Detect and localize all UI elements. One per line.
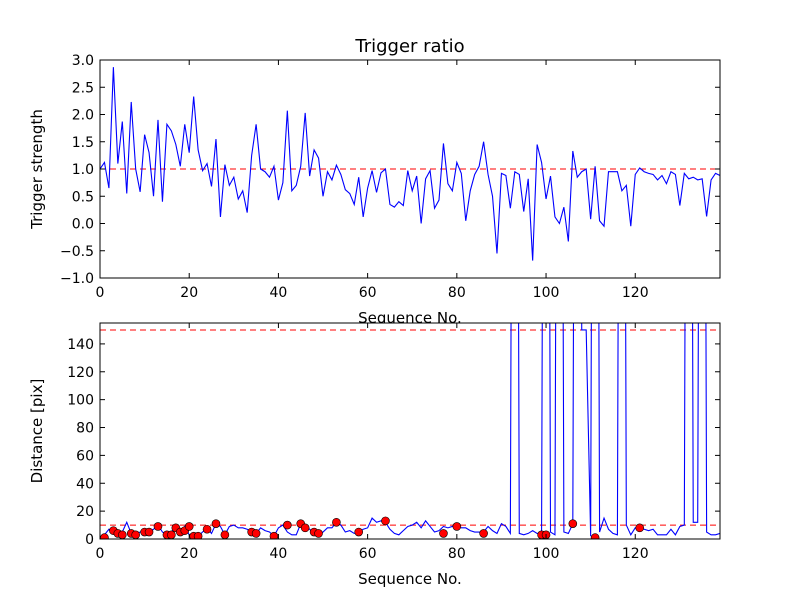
data-point-marker [479, 529, 488, 538]
x-tick-label: 120 [622, 546, 649, 562]
x-tick-label: 20 [180, 546, 198, 562]
data-point-marker [193, 531, 203, 539]
x-tick-label: 80 [448, 285, 466, 301]
y-tick-label: 80 [76, 421, 94, 437]
data-point-marker [153, 522, 163, 531]
y-tick-label: 3.0 [72, 53, 94, 69]
data-point-marker [118, 530, 127, 539]
data-point-marker [251, 529, 261, 538]
x-axis-title: Sequence No. [358, 570, 462, 588]
x-tick-label: 80 [448, 546, 466, 562]
data-point-marker [452, 522, 462, 531]
data-point-marker [211, 519, 221, 528]
y-tick-label: 2.0 [72, 108, 94, 124]
chart-title: Trigger ratio [354, 36, 464, 57]
x-tick-label: 0 [96, 285, 105, 301]
y-tick-label: 0.5 [72, 189, 94, 205]
data-point-marker [100, 533, 109, 539]
y-tick-label: 40 [76, 476, 94, 492]
x-tick-label: 40 [270, 546, 288, 562]
y-tick-label: 120 [67, 365, 94, 381]
distance-panel: 0 20 40 60 80 100 120 0 20 40 60 80 100 120 140 Sequenc… [28, 322, 721, 588]
data-point-marker [568, 519, 578, 528]
x-tick-label: 100 [533, 546, 560, 562]
data-point-marker [314, 529, 323, 538]
y-tick-label: 100 [67, 393, 94, 409]
y-tick-label: 1.0 [72, 162, 94, 178]
y-tick-label: 20 [76, 504, 94, 520]
data-point-marker [300, 523, 310, 533]
x-tick-label: 40 [270, 285, 288, 301]
data-point-marker [220, 530, 230, 539]
x-tick-label: 60 [359, 285, 377, 301]
trigger-ratio-panel: 0 20 40 60 80 100 120 −1.0 −0.5 0.0 0.5 1.0 1.5 2.0 2.… [28, 36, 721, 327]
y-axis-title: Trigger strength [28, 109, 46, 230]
data-point-marker [131, 530, 140, 539]
data-point-marker [283, 520, 292, 530]
data-point-marker [202, 524, 212, 534]
y-tick-label: 0.0 [72, 217, 94, 233]
y-tick-label: 2.5 [72, 80, 94, 96]
data-point-marker [184, 522, 194, 531]
data-point-marker [590, 533, 600, 539]
x-tick-label: 0 [96, 546, 105, 562]
y-tick-label: −1.0 [60, 271, 94, 287]
y-axis-title: Distance [pix] [28, 379, 46, 484]
y-tick-label: 60 [76, 448, 94, 464]
data-point-marker [635, 523, 645, 533]
y-tick-label: 1.5 [72, 135, 94, 151]
plot-content [100, 67, 720, 261]
data-point-marker [144, 527, 154, 537]
data-point-marker [439, 529, 448, 538]
x-tick-label: 120 [622, 285, 649, 301]
y-tick-label: 140 [67, 337, 94, 353]
x-tick-label: 60 [359, 546, 377, 562]
x-tick-label: 20 [180, 285, 198, 301]
data-point-marker [332, 517, 341, 527]
y-tick-label: 0 [85, 532, 94, 548]
series-line [100, 67, 720, 261]
axes-frame [99, 322, 721, 540]
data-point-marker [167, 530, 176, 539]
data-point-marker [381, 516, 390, 526]
y-tick-label: −0.5 [60, 244, 94, 260]
data-point-marker [354, 527, 364, 537]
x-tick-label: 100 [533, 285, 560, 301]
plot-area [100, 323, 720, 539]
